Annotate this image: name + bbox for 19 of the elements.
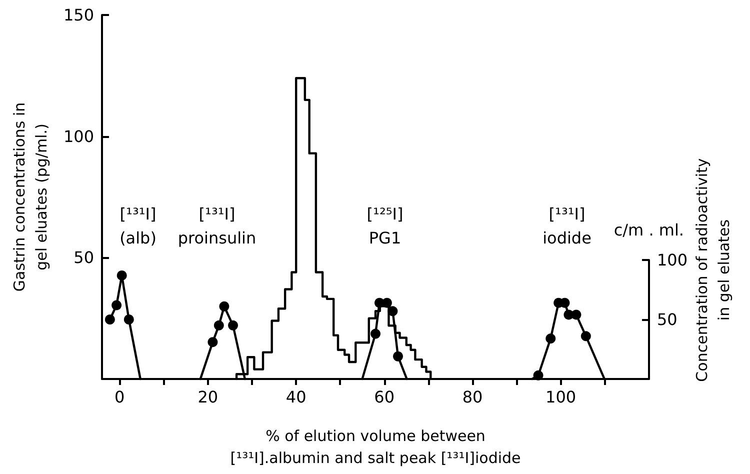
x-tick-label: 80 — [462, 388, 483, 406]
x-tick-label: 60 — [374, 388, 394, 406]
x-tick-label: 0 — [114, 388, 125, 406]
x-tick-label: 100 — [546, 388, 576, 406]
y2-tick-label: 100 — [657, 250, 688, 270]
annotation: [¹³¹I] (alb) — [120, 204, 156, 248]
y2-axis-title: Concentration of radioactivity in gel eluates — [693, 158, 733, 382]
y-tick-label: 50 — [74, 248, 94, 268]
y-tick-label: 100 — [63, 126, 94, 146]
annotation: [¹³¹I] iodide — [542, 204, 592, 248]
y-axis-title: Gastrin concentrations in gel eluates (pg/ml.) — [10, 102, 51, 292]
x-tick-label: 20 — [198, 388, 218, 406]
y-tick-label: 150 — [63, 6, 94, 24]
annotation: c/m . ml. — [614, 220, 684, 240]
annotation: [¹²⁵I] PG1 — [366, 204, 404, 248]
x-tick-label: 40 — [286, 388, 306, 406]
x-axis-title: % of elution volume between [¹³¹I].albumin and salt peak [¹³¹I]iodide — [230, 427, 521, 467]
y2-tick-label: 50 — [657, 310, 678, 329]
annotation: [¹³¹I] proinsulin — [178, 204, 256, 248]
